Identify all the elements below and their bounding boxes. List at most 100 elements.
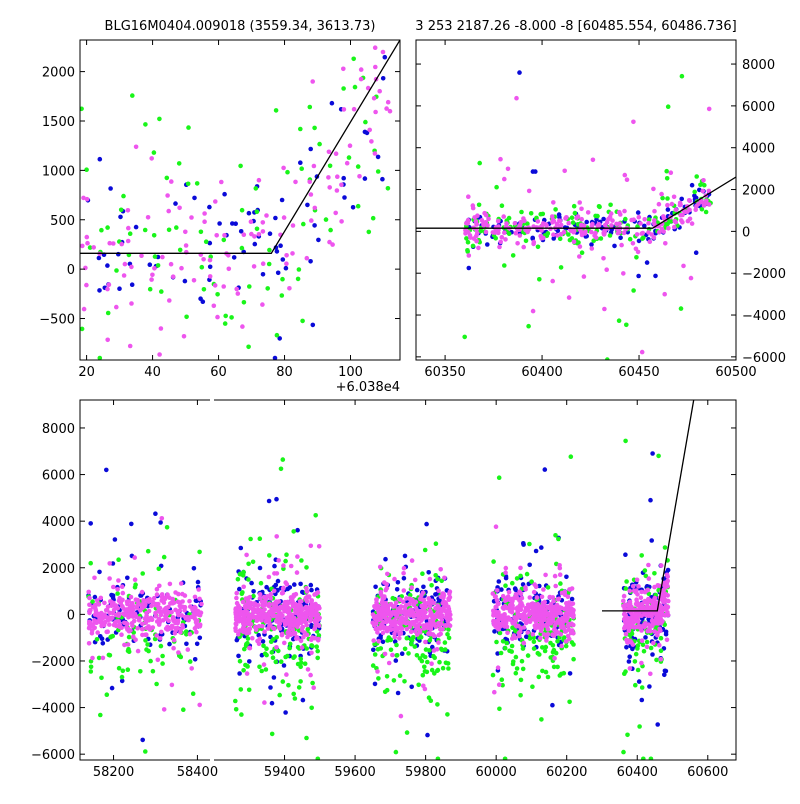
point-magenta xyxy=(438,611,443,617)
point-green xyxy=(439,578,445,584)
point-magenta xyxy=(221,284,226,289)
point-magenta xyxy=(649,598,654,604)
point-magenta xyxy=(344,160,350,166)
point-green xyxy=(143,122,148,127)
point-blue xyxy=(133,224,139,230)
point-magenta xyxy=(122,261,128,267)
point-green xyxy=(500,682,505,688)
point-magenta xyxy=(385,99,391,105)
point-magenta xyxy=(261,614,267,619)
y-tick-label: 1000 xyxy=(42,164,75,179)
point-blue xyxy=(275,578,281,584)
point-magenta xyxy=(466,194,471,199)
point-blue xyxy=(380,639,386,645)
point-magenta xyxy=(497,244,502,250)
point-magenta xyxy=(659,563,664,568)
point-magenta xyxy=(268,596,274,601)
point-magenta xyxy=(492,619,498,625)
point-magenta xyxy=(179,265,184,271)
point-magenta xyxy=(652,621,657,626)
point-green xyxy=(239,712,244,717)
point-magenta xyxy=(518,565,523,571)
point-magenta xyxy=(120,611,126,616)
point-green xyxy=(513,654,519,660)
point-green xyxy=(197,549,202,555)
point-green xyxy=(286,682,291,688)
point-green xyxy=(608,202,613,208)
point-blue xyxy=(636,238,642,244)
point-magenta xyxy=(250,610,256,615)
point-green xyxy=(323,217,329,222)
point-green xyxy=(118,207,124,213)
point-green xyxy=(341,86,346,91)
point-magenta xyxy=(408,598,414,604)
point-magenta xyxy=(187,598,192,604)
point-green xyxy=(159,289,164,294)
point-magenta xyxy=(427,603,433,609)
point-green xyxy=(591,238,596,243)
point-magenta xyxy=(271,588,277,594)
point-green xyxy=(535,244,541,250)
point-magenta xyxy=(554,610,559,616)
point-magenta xyxy=(108,599,114,605)
point-magenta xyxy=(423,604,429,609)
point-magenta xyxy=(236,632,241,637)
point-green xyxy=(446,635,452,641)
point-green xyxy=(402,679,407,684)
point-magenta xyxy=(492,689,497,695)
point-green xyxy=(633,651,639,657)
point-magenta xyxy=(380,630,386,636)
point-blue xyxy=(642,223,647,229)
point-magenta xyxy=(589,229,594,235)
point-magenta xyxy=(87,602,92,608)
point-blue xyxy=(246,210,252,216)
point-blue xyxy=(256,632,262,638)
point-magenta xyxy=(157,583,162,589)
point-blue xyxy=(409,684,415,690)
point-green xyxy=(566,232,571,237)
point-magenta xyxy=(700,188,705,194)
point-magenta xyxy=(370,612,376,617)
point-green xyxy=(493,236,499,241)
point-green xyxy=(420,571,425,576)
point-magenta xyxy=(372,151,378,156)
point-magenta xyxy=(658,657,664,662)
point-green xyxy=(440,665,446,671)
point-green xyxy=(235,576,241,582)
point-green xyxy=(285,169,290,175)
point-magenta xyxy=(87,595,92,601)
point-magenta xyxy=(196,587,201,592)
point-blue xyxy=(399,651,405,656)
point-magenta xyxy=(499,235,505,240)
point-magenta xyxy=(427,576,433,582)
point-magenta xyxy=(304,255,310,261)
point-green xyxy=(607,233,613,238)
point-magenta xyxy=(281,165,286,171)
point-magenta xyxy=(246,595,251,601)
point-green xyxy=(555,638,560,644)
point-blue xyxy=(342,195,347,200)
point-green xyxy=(88,560,93,566)
point-green xyxy=(664,176,670,181)
point-blue xyxy=(362,176,368,181)
point-green xyxy=(567,699,572,705)
point-green xyxy=(154,681,159,687)
point-green xyxy=(464,236,469,241)
point-magenta xyxy=(621,230,627,236)
point-magenta xyxy=(192,612,197,618)
point-magenta xyxy=(644,588,649,593)
point-green xyxy=(184,314,189,320)
point-green xyxy=(298,679,303,684)
point-green xyxy=(299,166,305,171)
point-green xyxy=(291,655,296,660)
point-magenta xyxy=(351,106,357,112)
point-magenta xyxy=(268,592,274,597)
point-green xyxy=(699,206,705,212)
point-green xyxy=(246,687,252,693)
point-magenta xyxy=(291,631,297,637)
point-blue xyxy=(601,216,606,222)
point-magenta xyxy=(502,176,507,182)
point-green xyxy=(553,650,559,656)
point-green xyxy=(406,651,411,656)
point-green xyxy=(499,203,505,208)
